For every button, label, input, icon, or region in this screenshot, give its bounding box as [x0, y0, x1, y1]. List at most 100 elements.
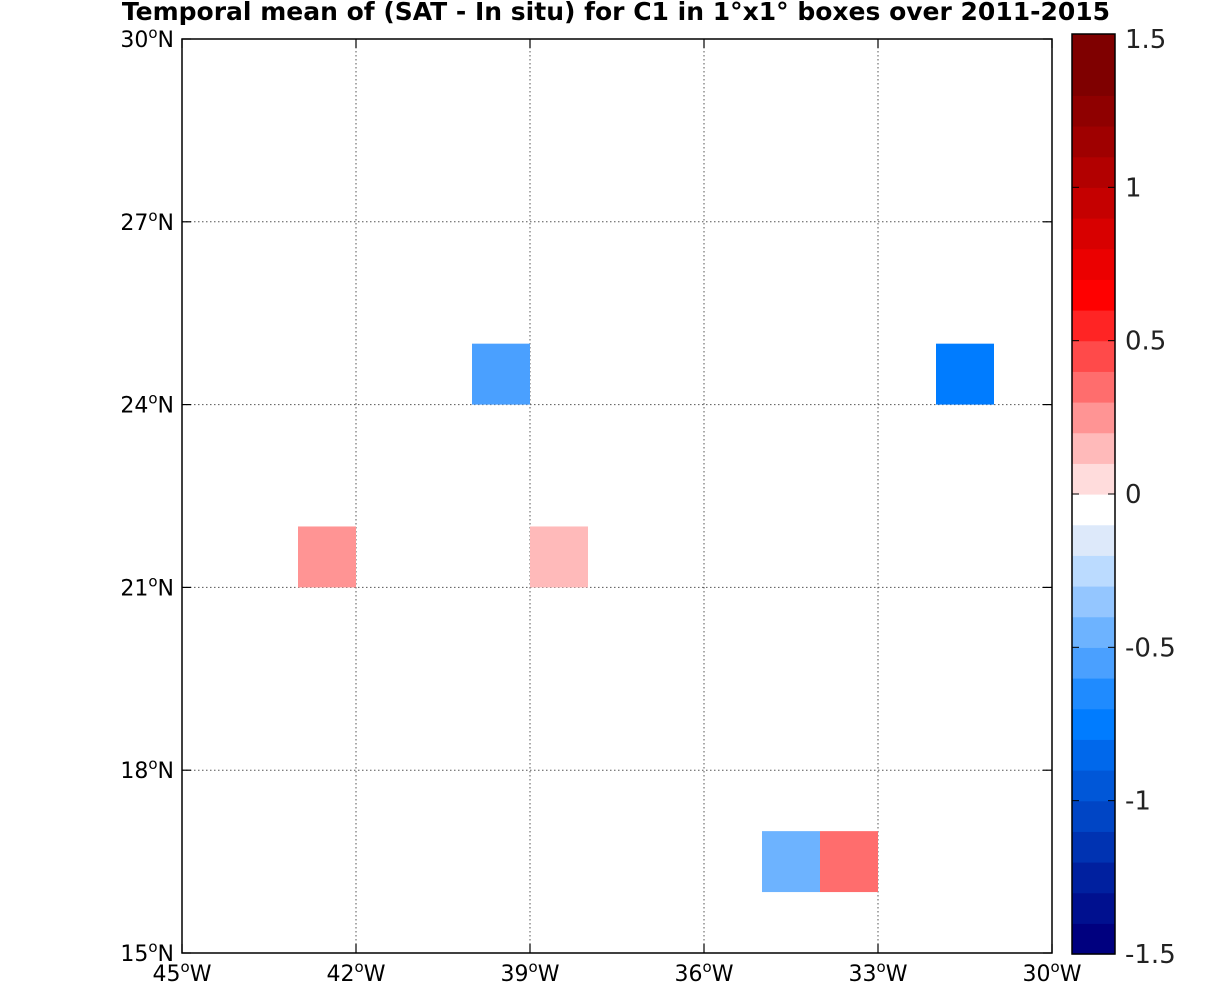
x-tick-label-hemisphere: W — [190, 962, 212, 984]
x-tick-label-hemisphere: W — [538, 962, 560, 984]
grid-lines — [182, 39, 1052, 953]
data-cell — [762, 831, 820, 893]
colorbar-segment — [1072, 555, 1115, 587]
plot-frame — [181, 38, 1053, 954]
data-cell — [530, 526, 588, 588]
x-tick-label-hemisphere: W — [886, 962, 908, 984]
colorbar-segment — [1072, 647, 1115, 679]
x-tick-label-hemisphere: W — [1060, 962, 1082, 984]
colorbar-segment — [1072, 708, 1115, 740]
colorbar-segment — [1072, 340, 1115, 372]
colorbar-segment — [1072, 892, 1115, 924]
data-cell — [472, 343, 530, 405]
colorbar-segment — [1072, 862, 1115, 894]
degree-mark: o — [148, 207, 157, 225]
y-tick-label-hemisphere: N — [158, 576, 174, 601]
colorbar-segment — [1072, 218, 1115, 250]
degree-mark: o — [148, 755, 157, 773]
degree-mark: o — [703, 958, 712, 976]
colorbar-segment — [1072, 64, 1115, 96]
colorbar-segment — [1072, 95, 1115, 127]
x-tick-label: 36oW — [675, 958, 734, 984]
y-tick-label-hemisphere: N — [158, 759, 174, 784]
degree-mark: o — [529, 958, 538, 976]
y-tick-label-number: 15 — [120, 942, 148, 967]
x-tick-label: 30oW — [1023, 958, 1082, 984]
colorbar-segment — [1072, 126, 1115, 158]
y-tick-label: 27oN — [120, 207, 174, 236]
colorbar-segment — [1072, 463, 1115, 495]
degree-mark: o — [355, 958, 364, 976]
colorbar-segment — [1072, 586, 1115, 618]
y-tick-label-number: 27 — [120, 211, 148, 236]
y-tick-label-hemisphere: N — [158, 942, 174, 967]
colorbar-segment — [1072, 279, 1115, 311]
degree-mark: o — [148, 24, 157, 42]
colorbar-segment — [1072, 371, 1115, 403]
colorbar-segment — [1072, 156, 1115, 188]
colorbar-tick-label: 1 — [1125, 173, 1142, 203]
x-tick-label: 45oW — [153, 958, 212, 984]
y-tick-label-number: 24 — [120, 394, 148, 419]
axis-ticks — [181, 38, 1053, 954]
degree-mark: o — [148, 938, 157, 956]
y-tick-label: 21oN — [120, 572, 174, 601]
colorbar-segment — [1072, 678, 1115, 710]
colorbar-segment — [1072, 402, 1115, 434]
colorbar-segment — [1072, 494, 1115, 526]
colorbar-segment — [1072, 616, 1115, 648]
colorbar-segment — [1072, 800, 1115, 832]
data-cells — [298, 343, 994, 893]
x-tick-label: 42oW — [327, 958, 386, 984]
degree-mark: o — [148, 390, 157, 408]
x-tick-label: 39oW — [501, 958, 560, 984]
y-tick-label-hemisphere: N — [158, 394, 174, 419]
x-tick-label-number: 45 — [153, 962, 181, 984]
degree-mark: o — [181, 958, 190, 976]
colorbar-tick-label: -1.5 — [1125, 940, 1176, 970]
y-tick-label: 30oN — [120, 24, 174, 53]
degree-mark: o — [1051, 958, 1060, 976]
y-tick-label: 24oN — [120, 390, 174, 419]
y-tick-label-number: 18 — [120, 759, 148, 784]
colorbar-segment — [1072, 770, 1115, 802]
y-tick-label: 15oN — [120, 938, 174, 967]
colorbar-segment — [1072, 248, 1115, 280]
degree-mark: o — [877, 958, 886, 976]
x-tick-labels: 45oW 42oW 39oW 36oW 33oW 30oW — [153, 958, 1082, 984]
colorbar-segment — [1072, 831, 1115, 863]
colorbar-tick-labels: 1.5 1 0.5 0 -0.5 -1 -1.5 — [1072, 25, 1176, 970]
colorbar-tick-label: -0.5 — [1125, 633, 1176, 663]
x-tick-label-number: 30 — [1023, 962, 1051, 984]
colorbar-segment — [1072, 310, 1115, 342]
degree-mark: o — [148, 572, 157, 590]
colorbar-segment — [1072, 923, 1115, 955]
x-tick-label-hemisphere: W — [364, 962, 386, 984]
x-tick-label: 33oW — [849, 958, 908, 984]
x-tick-label-number: 42 — [327, 962, 355, 984]
y-tick-label-number: 30 — [120, 28, 148, 53]
colorbar-segment — [1072, 432, 1115, 464]
colorbar-segment — [1072, 739, 1115, 771]
x-tick-label-number: 33 — [849, 962, 877, 984]
x-tick-label-number: 36 — [675, 962, 703, 984]
x-tick-label-hemisphere: W — [712, 962, 734, 984]
data-cell — [298, 526, 356, 588]
y-tick-label-number: 21 — [120, 576, 148, 601]
x-tick-label-number: 39 — [501, 962, 529, 984]
data-cell — [936, 343, 994, 405]
colorbar-tick-label: -1 — [1125, 787, 1151, 817]
y-tick-label-hemisphere: N — [158, 28, 174, 53]
colorbar-segment — [1072, 34, 1115, 66]
y-tick-label-hemisphere: N — [158, 211, 174, 236]
data-cell — [820, 831, 878, 893]
colorbar-segment — [1072, 187, 1115, 219]
chart-title: Temporal mean of (SAT - In situ) for C1 … — [122, 0, 1110, 26]
colorbar-tick-label: 0.5 — [1125, 327, 1166, 357]
colorbar-tick-label: 1.5 — [1125, 25, 1166, 55]
y-tick-label: 18oN — [120, 755, 174, 784]
colorbar-segment — [1072, 524, 1115, 556]
colorbar-tick-label: 0 — [1125, 480, 1142, 510]
